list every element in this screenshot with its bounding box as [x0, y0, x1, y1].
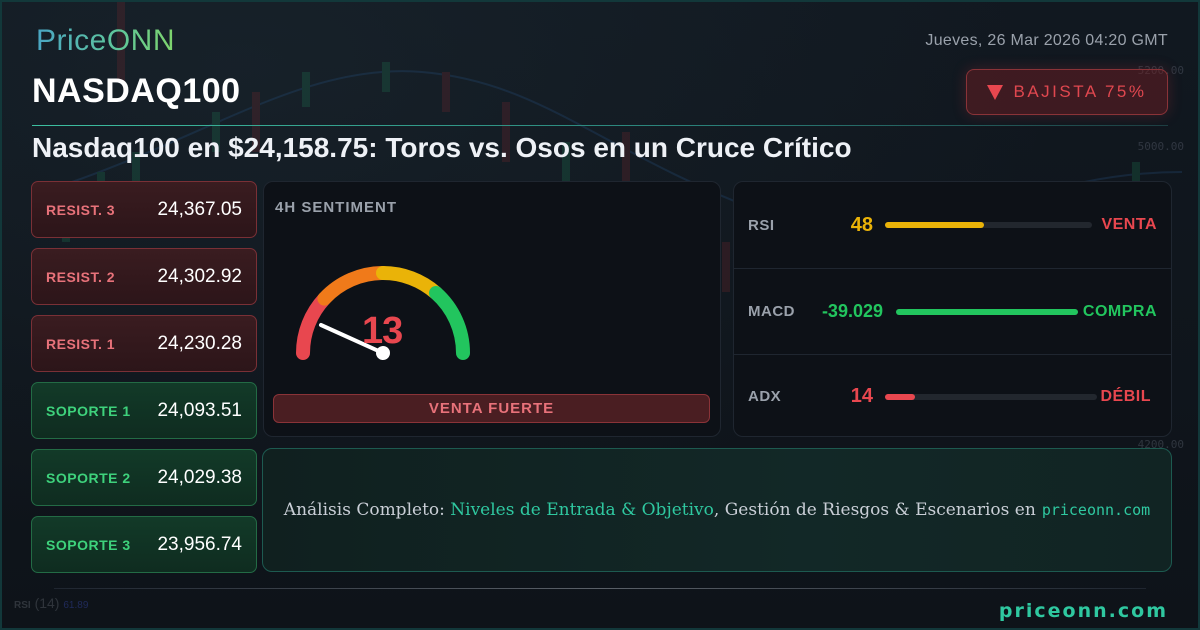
indicator-name: ADX	[748, 388, 782, 405]
footer-divider	[54, 588, 1146, 589]
indicator-name: RSI	[748, 216, 775, 234]
level-value: 24,302.92	[157, 265, 242, 287]
indicator-rsi: RSI 48 VENTA	[734, 182, 1171, 268]
level-label: SOPORTE 3	[46, 536, 131, 553]
footer-site-link[interactable]: priceonn.com	[998, 600, 1168, 622]
level-resistance-1: RESIST. 1 24,230.28	[31, 315, 257, 372]
level-label: SOPORTE 2	[46, 469, 131, 486]
background-rsi-label: RSI (14) 61.89	[14, 595, 88, 611]
timestamp: Jueves, 26 Mar 2026 04:20 GMT	[925, 32, 1168, 49]
level-support-3: SOPORTE 3 23,956.74	[31, 516, 257, 573]
level-value: 23,956.74	[157, 533, 242, 555]
headline: Nasdaq100 en $24,158.75: Toros vs. Osos …	[32, 132, 852, 163]
ticker-symbol: NASDAQ100	[32, 72, 241, 110]
indicator-value: 14	[850, 385, 873, 407]
indicator-bar	[885, 222, 1092, 228]
sentiment-gauge-icon	[296, 265, 471, 360]
level-resistance-2: RESIST. 2 24,302.92	[31, 248, 257, 305]
sentiment-verdict: VENTA FUERTE	[273, 394, 710, 423]
rsi-label: RSI	[14, 600, 31, 611]
indicator-bar-fill	[885, 222, 985, 228]
level-value: 24,367.05	[157, 198, 242, 220]
sentiment-score: 13	[362, 310, 403, 352]
indicator-name: MACD	[748, 303, 795, 320]
indicators-panel: RSI 48 VENTA MACD -39.029 COMPRA ADX 14 …	[733, 181, 1172, 437]
down-triangle-icon	[987, 84, 1004, 100]
sentiment-panel: 4H SENTIMENT 13 VENTA FUERTE	[263, 181, 721, 437]
indicator-bar	[896, 308, 1078, 315]
cta-middle: , Gestión de Riesgos & Escenarios en	[713, 500, 1036, 520]
analysis-cta[interactable]: Análisis Completo: Niveles de Entrada & …	[262, 448, 1172, 572]
indicator-bar-fill	[885, 393, 915, 400]
level-value: 24,029.38	[157, 466, 242, 488]
rsi-value: 61.89	[63, 600, 89, 611]
level-resistance-3: RESIST. 3 24,367.05	[31, 181, 257, 238]
price-levels: RESIST. 3 24,367.05 RESIST. 2 24,302.92 …	[31, 181, 257, 573]
level-label: RESIST. 3	[46, 201, 116, 218]
indicator-signal: COMPRA	[1082, 302, 1157, 320]
level-value: 24,093.51	[157, 399, 242, 421]
indicator-signal: VENTA	[1101, 216, 1157, 233]
indicator-bar	[885, 393, 1097, 400]
indicator-signal: DÉBIL	[1100, 387, 1151, 405]
indicator-macd: MACD -39.029 COMPRA	[734, 268, 1171, 354]
trend-label: BAJISTA 75%	[1013, 82, 1147, 101]
level-label: SOPORTE 1	[46, 402, 131, 419]
level-support-1: SOPORTE 1 24,093.51	[31, 382, 257, 439]
indicator-value: 48	[850, 213, 873, 236]
indicator-bar-fill	[896, 308, 1078, 315]
sentiment-title: 4H SENTIMENT	[275, 199, 398, 216]
level-value: 24,230.28	[157, 332, 242, 354]
trend-badge: BAJISTA 75%	[966, 69, 1168, 115]
indicator-value: -39.029	[821, 301, 883, 321]
level-label: RESIST. 1	[46, 335, 116, 352]
axis-label: 5000.00	[1137, 140, 1184, 153]
level-label: RESIST. 2	[46, 268, 116, 285]
header-divider	[32, 125, 1168, 126]
cta-highlight: Niveles de Entrada & Objetivo	[450, 500, 714, 520]
level-support-2: SOPORTE 2 24,029.38	[31, 449, 257, 506]
axis-label: 4200.00	[1137, 438, 1184, 451]
cta-site-link[interactable]: priceonn.com	[1041, 501, 1151, 519]
rsi-period: (14)	[34, 595, 60, 611]
indicator-adx: ADX 14 DÉBIL	[734, 354, 1171, 438]
brand-logo: PriceONN	[36, 24, 176, 57]
cta-prefix: Análisis Completo:	[283, 500, 451, 520]
